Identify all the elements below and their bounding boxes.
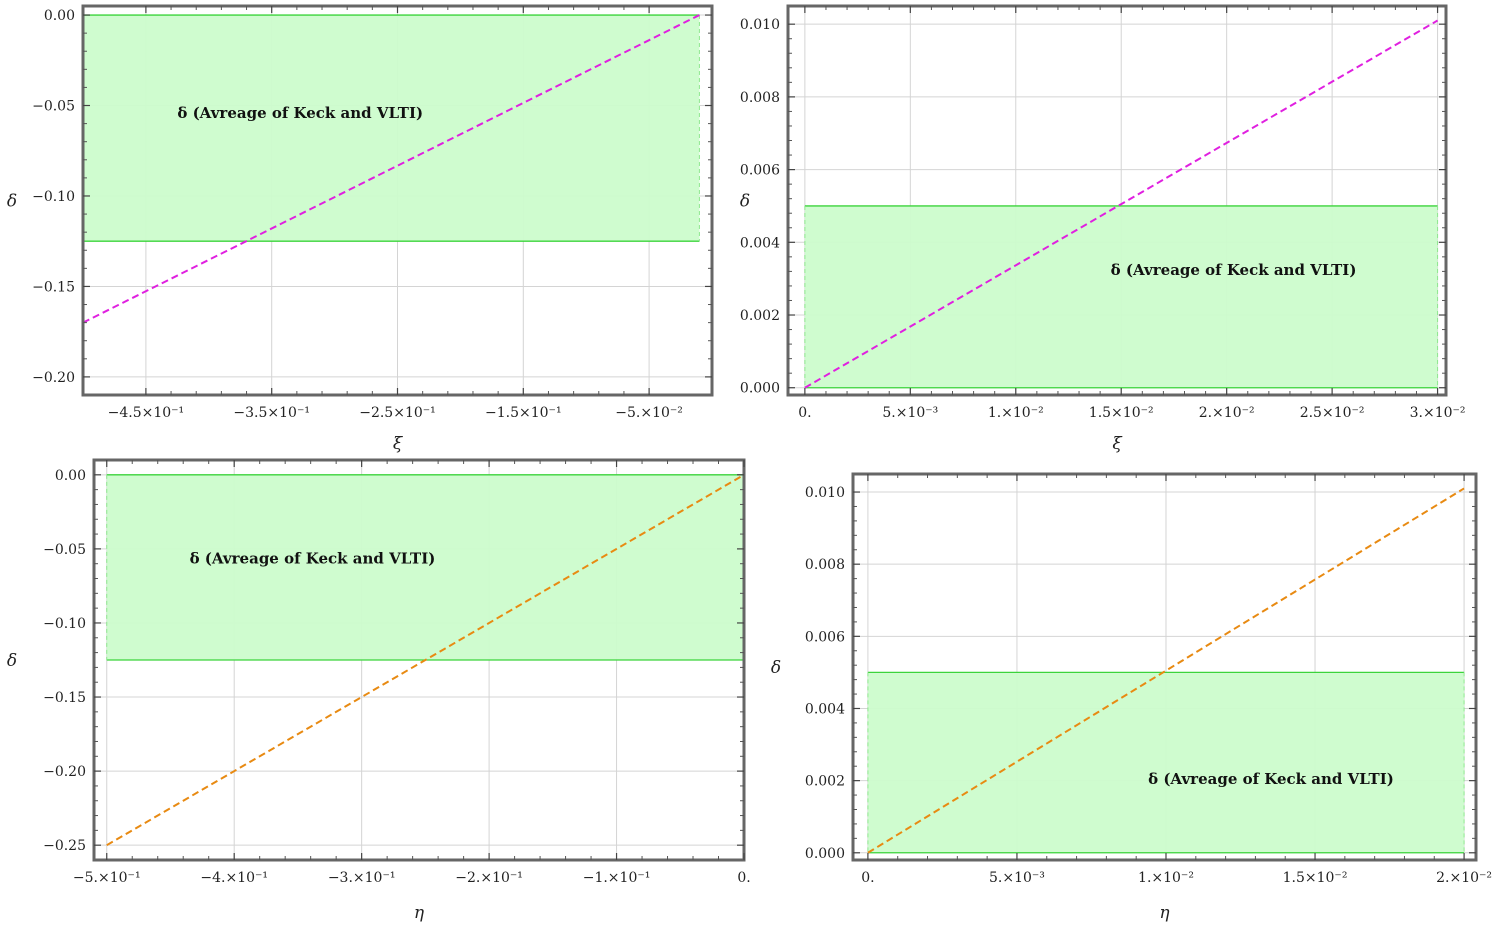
- x-tick-label: −4.5×10⁻¹: [108, 405, 185, 421]
- series-line: [82, 14, 700, 324]
- x-tick-label: 5.×10⁻³: [882, 405, 938, 421]
- y-axis-title: δ: [7, 192, 17, 212]
- x-axis-title: ξ: [393, 434, 404, 454]
- x-axis-title: ξ: [1112, 434, 1123, 454]
- x-tick-label: −1.×10⁻¹: [583, 870, 651, 886]
- y-tick-label: −0.10: [32, 189, 75, 205]
- y-tick-label: 0.002: [805, 774, 845, 790]
- x-tick-label: −3.×10⁻¹: [328, 870, 396, 886]
- x-tick-label: −4.×10⁻¹: [200, 870, 268, 886]
- y-tick-label: 0.000: [740, 381, 780, 397]
- series-line: [804, 19, 1439, 389]
- x-tick-label: −5.×10⁻²: [615, 405, 683, 421]
- x-tick-label: 0.: [798, 405, 811, 421]
- y-tick-label: 0.004: [740, 235, 780, 251]
- y-tick-label: 0.010: [805, 485, 845, 501]
- constraint-band: [83, 15, 700, 242]
- x-tick-label: 1.5×10⁻²: [1283, 870, 1348, 886]
- y-tick-label: −0.25: [43, 838, 86, 854]
- x-tick-label: 0.: [737, 870, 750, 886]
- constraint-band: [867, 672, 1465, 853]
- y-tick-label: 0.008: [740, 90, 780, 106]
- band-label: δ (Avreage of Keck and VLTI): [1148, 770, 1394, 788]
- y-tick-label: −0.15: [43, 690, 86, 706]
- plot-frame: [92, 458, 746, 862]
- y-tick-label: 0.00: [44, 8, 75, 24]
- y-tick-label: 0.004: [805, 701, 845, 717]
- y-tick-label: 0.006: [740, 163, 780, 179]
- y-tick-label: −0.05: [43, 542, 86, 558]
- panel-bottom-right: δ (Avreage of Keck and VLTI) 0. 5.×10⁻³ 1.×…: [771, 472, 1492, 923]
- panel-top-left: δ (Avreage of Keck and VLTI) −4.5×10⁻¹ −3.…: [7, 4, 714, 454]
- y-tick-label: 0.00: [55, 468, 86, 484]
- x-tick-label: 2.×10⁻²: [1436, 870, 1492, 886]
- x-tick-label: −1.5×10⁻¹: [485, 405, 562, 421]
- x-axis-title: η: [1159, 903, 1170, 923]
- y-tick-label: −0.20: [43, 764, 86, 780]
- y-tick-label: −0.20: [32, 370, 75, 386]
- y-axis-title: δ: [740, 192, 750, 212]
- plot-frame: [851, 472, 1478, 862]
- x-tick-label: 3.×10⁻²: [1410, 405, 1466, 421]
- band-label: δ (Avreage of Keck and VLTI): [190, 550, 436, 568]
- y-tick-label: 0.006: [805, 629, 845, 645]
- y-tick-label: 0.002: [740, 308, 780, 324]
- y-tick-label: −0.15: [32, 279, 75, 295]
- band-label: δ (Avreage of Keck and VLTI): [1111, 261, 1357, 279]
- x-tick-label: −3.5×10⁻¹: [233, 405, 310, 421]
- x-tick-label: 0.: [861, 870, 874, 886]
- series-line: [106, 473, 745, 847]
- x-tick-label: 1.5×10⁻²: [1089, 405, 1154, 421]
- panel-top-right: δ (Avreage of Keck and VLTI) 0. 5.×10⁻³ 1.×…: [740, 4, 1466, 454]
- y-axis-title: δ: [7, 651, 17, 671]
- band-label: δ (Avreage of Keck and VLTI): [177, 104, 423, 122]
- y-axis-title: δ: [771, 658, 781, 678]
- plot-frame: [786, 4, 1448, 397]
- series-line: [867, 487, 1465, 854]
- y-tick-label: 0.000: [805, 846, 845, 862]
- x-tick-label: −2.5×10⁻¹: [359, 405, 436, 421]
- x-tick-label: 1.×10⁻²: [1138, 870, 1194, 886]
- y-tick-label: −0.05: [32, 99, 75, 115]
- x-tick-label: −2.×10⁻¹: [455, 870, 523, 886]
- panel-bottom-left: δ (Avreage of Keck and VLTI) −5.×10⁻¹ −4.×…: [7, 458, 751, 923]
- x-tick-label: 5.×10⁻³: [989, 870, 1045, 886]
- x-tick-label: 1.×10⁻²: [988, 405, 1044, 421]
- constraint-band: [106, 474, 744, 660]
- x-axis-title: η: [414, 903, 425, 923]
- y-tick-label: 0.008: [805, 557, 845, 573]
- x-tick-label: 2.5×10⁻²: [1300, 405, 1365, 421]
- constraint-band: [804, 205, 1438, 388]
- x-tick-label: −5.×10⁻¹: [73, 870, 141, 886]
- y-tick-label: 0.010: [740, 17, 780, 33]
- y-tick-label: −0.10: [43, 616, 86, 632]
- x-tick-label: 2.×10⁻²: [1199, 405, 1255, 421]
